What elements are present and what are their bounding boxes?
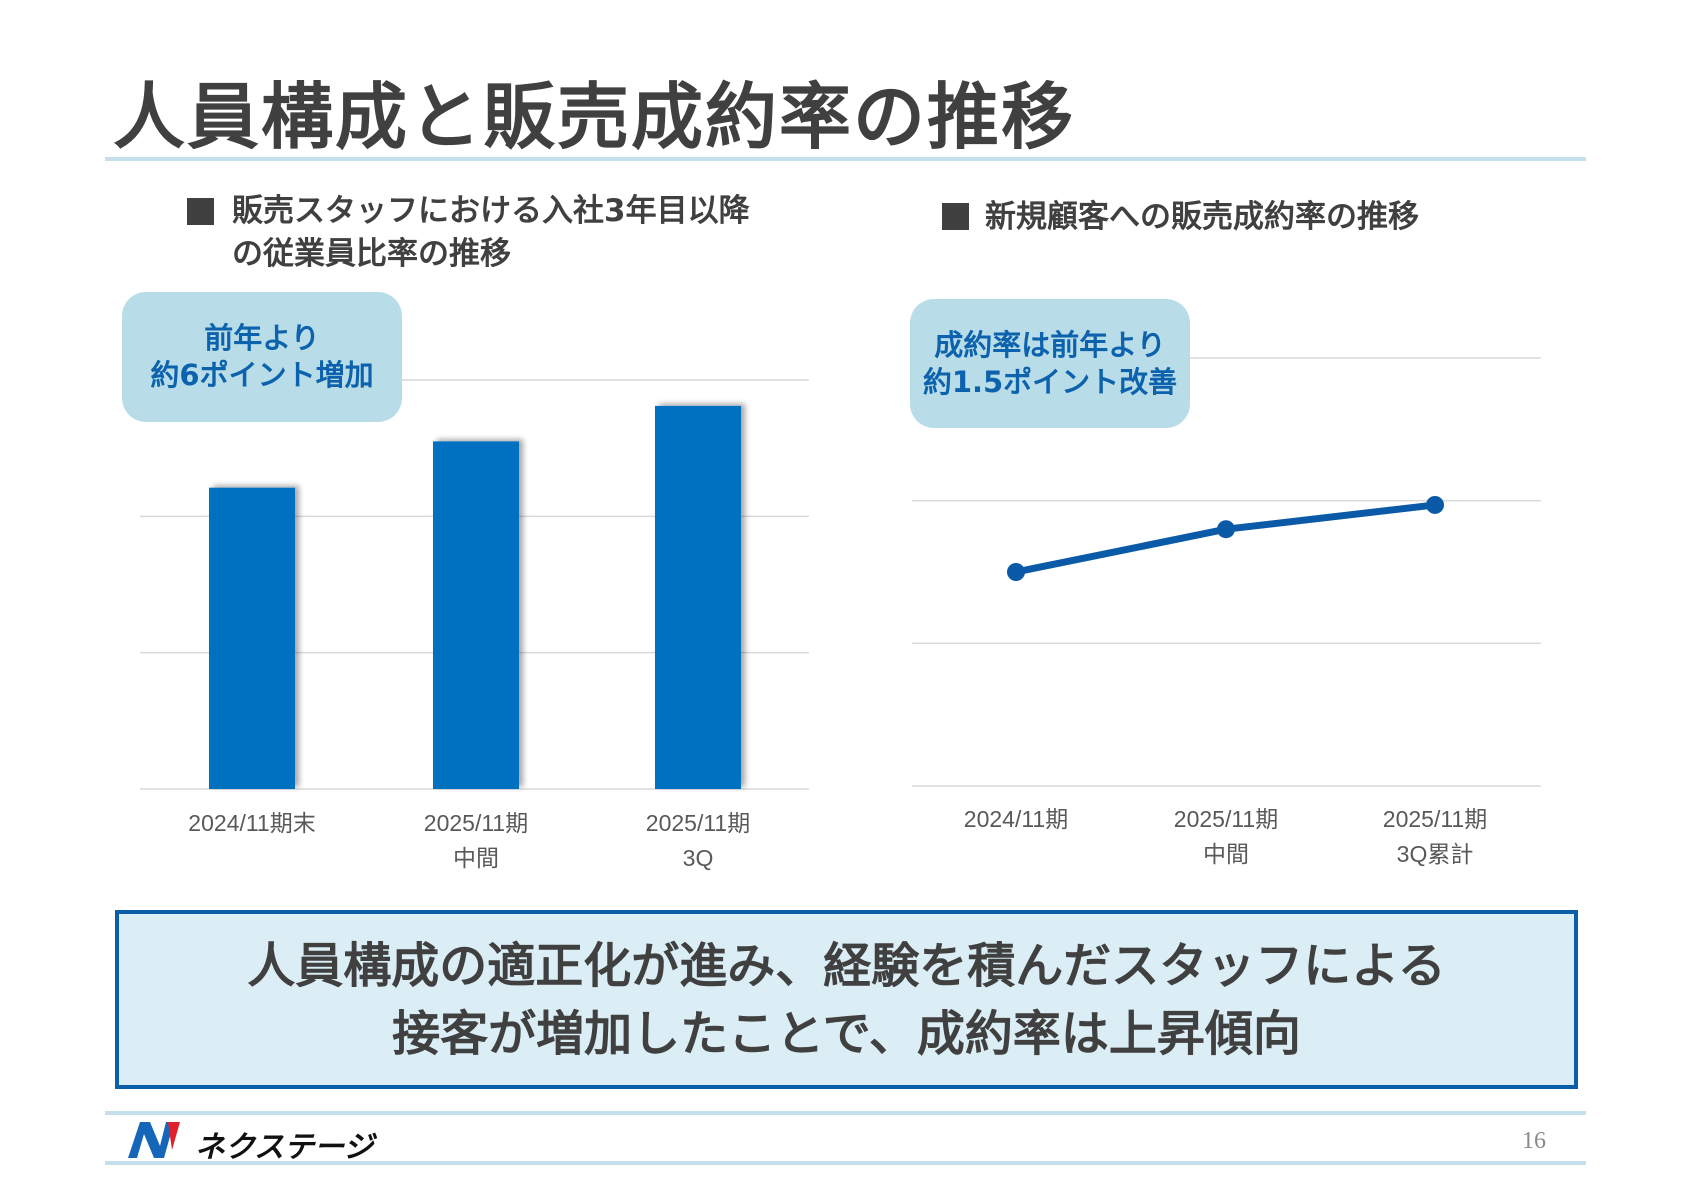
- bar-chart-title-line: の従業員比率の推移: [232, 236, 511, 272]
- footer-bottom-divider: [105, 1161, 1586, 1165]
- company-logo-text: ネクステージ: [195, 1130, 374, 1165]
- tick-label-line: 中間: [1203, 841, 1249, 867]
- line-x-tick-label: 2024/11期: [916, 802, 1116, 837]
- conclusion-line: 人員構成の適正化が進み、経験を積んだスタッフによる: [247, 937, 1446, 994]
- bar-x-tick-label: 2025/11期 中間: [376, 806, 576, 876]
- footer-top-divider: [105, 1111, 1586, 1115]
- line-x-tick-label: 2025/11期 中間: [1126, 802, 1326, 872]
- callout-line: 約1.5ポイント改善: [922, 364, 1178, 399]
- bar-x-tick-label: 2025/11期 3Q: [598, 806, 798, 876]
- tick-label-line: 2024/11期: [963, 806, 1069, 832]
- line-chart-callout: 成約率は前年より 約1.5ポイント改善: [910, 299, 1190, 428]
- tick-label-line: 2025/11期: [1382, 806, 1488, 832]
- page-title: 人員構成と販売成約率の推移: [113, 75, 1076, 159]
- callout-line: 前年より: [204, 321, 320, 355]
- bar-chart: [140, 379, 809, 790]
- bar: [209, 487, 295, 789]
- bar: [655, 405, 741, 789]
- page-number: 16: [1522, 1128, 1546, 1154]
- tick-label-line: 2025/11期: [1173, 806, 1279, 832]
- bar-x-tick-label: 2024/11期末: [152, 806, 352, 841]
- bar-chart-title: 販売スタッフにおける入社3年目以降 の従業員比率の推移: [232, 190, 750, 276]
- title-divider: [105, 157, 1586, 161]
- data-point: [1426, 495, 1444, 514]
- tick-label-line: 2025/11期: [645, 810, 751, 836]
- series-line: [1015, 501, 1436, 576]
- line-chart-title: 新規顧客への販売成約率の推移: [985, 196, 1419, 239]
- data-point: [1217, 520, 1235, 539]
- bar-chart-title-line: 販売スタッフにおける入社3年目以降: [232, 193, 750, 229]
- tick-label-line: 中間: [453, 845, 499, 871]
- line-chart: [912, 357, 1541, 787]
- tick-label-line: 3Q累計: [1396, 841, 1474, 867]
- conclusion-box: 人員構成の適正化が進み、経験を積んだスタッフによる 接客が増加したことで、成約率…: [115, 910, 1578, 1089]
- callout-line: 成約率は前年より: [934, 327, 1166, 362]
- bullet-square-icon: [942, 203, 969, 230]
- data-point: [1007, 563, 1025, 581]
- callout-line: 約6ポイント増加: [150, 358, 374, 392]
- bar-chart-callout: 前年より 約6ポイント増加: [122, 292, 402, 422]
- bar: [433, 441, 519, 789]
- tick-label-line: 3Q: [682, 845, 714, 871]
- line-x-tick-label: 2025/11期 3Q累計: [1335, 802, 1535, 872]
- tick-label-line: 2025/11期: [423, 810, 529, 836]
- bullet-square-icon: [187, 198, 214, 225]
- line-chart-title-line: 新規顧客への販売成約率の推移: [985, 199, 1419, 235]
- company-logo-icon: [128, 1122, 180, 1158]
- tick-label-line: 2024/11期末: [188, 810, 316, 836]
- conclusion-line: 接客が増加したことで、成約率は上昇傾向: [392, 1005, 1301, 1062]
